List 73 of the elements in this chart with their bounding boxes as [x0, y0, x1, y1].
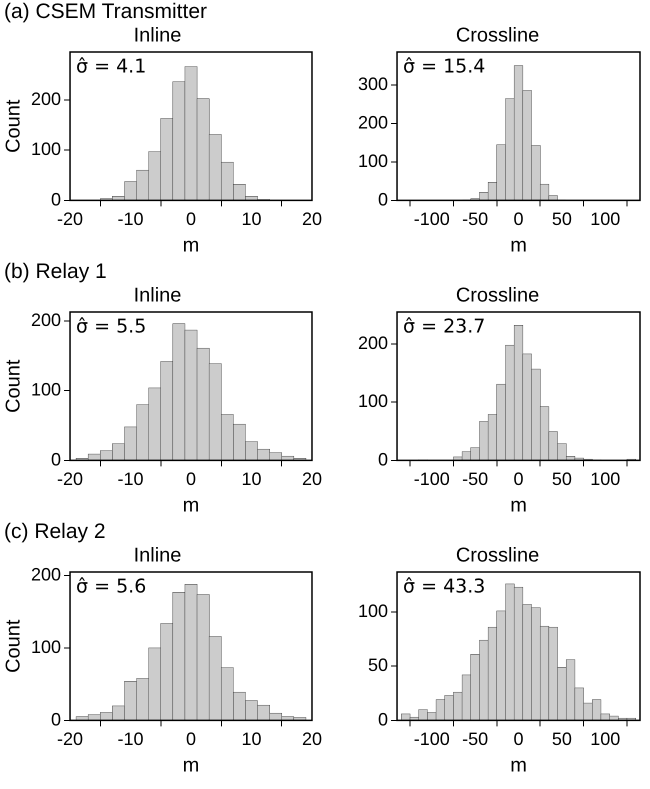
x-tick-label: 10: [241, 209, 262, 230]
annotation: σ̂ = 5.6: [76, 575, 146, 598]
chart-title: Crossline: [456, 544, 540, 567]
x-tick-label: 10: [241, 729, 262, 750]
chart-title: Inline: [134, 24, 182, 47]
x-tick-label: -20: [57, 469, 84, 490]
chart-title: Inline: [134, 544, 182, 567]
y-tick-label: 200: [30, 310, 62, 330]
x-tick-label: 0: [186, 209, 196, 230]
annotation: σ̂ = 43.3: [403, 575, 486, 598]
y-tick-label: 50: [368, 655, 388, 676]
x-tick-label: 20: [302, 209, 322, 230]
x-tick-label: 0: [186, 729, 196, 750]
x-axis-title: m: [510, 234, 527, 257]
x-tick-label: 100: [590, 209, 620, 230]
x-tick-label: 0: [186, 469, 196, 490]
x-tick-label: 20: [302, 469, 322, 490]
chart-subtitle: (c) Relay 2: [4, 520, 106, 544]
x-tick-label: -20: [57, 209, 84, 230]
x-axis-title: m: [182, 494, 200, 517]
y-tick-label: 200: [358, 332, 388, 353]
y-tick-label: 200: [30, 88, 62, 109]
y-tick-label: 200: [30, 564, 62, 585]
y-tick-label: 100: [30, 636, 62, 657]
x-axis-title: m: [510, 494, 527, 517]
y-tick-label: 0: [378, 449, 388, 470]
y-tick-label: 100: [358, 391, 388, 412]
x-tick-label: -100: [414, 729, 450, 750]
x-tick-label: -50: [462, 209, 488, 230]
x-tick-label: 0: [514, 729, 524, 750]
x-tick-label: -100: [414, 209, 450, 230]
annotation: σ̂ = 4.1: [76, 55, 146, 78]
y-axis-title: Count: [2, 359, 25, 413]
y-tick-label: 0: [378, 189, 388, 210]
x-tick-label: 20: [302, 729, 322, 750]
y-tick-label: 0: [51, 189, 62, 210]
x-tick-label: -10: [118, 209, 144, 230]
x-tick-label: -50: [462, 469, 488, 490]
x-tick-label: 50: [552, 209, 572, 230]
annotation: σ̂ = 23.7: [403, 315, 486, 338]
chart-subtitle: (a) CSEM Transmitter: [4, 0, 208, 24]
y-tick-label: 100: [30, 139, 62, 160]
chart-title: Crossline: [456, 24, 540, 47]
y-tick-label: 0: [378, 709, 388, 730]
x-tick-label: 50: [552, 729, 572, 750]
chart-title: Inline: [134, 284, 182, 307]
y-tick-label: 100: [358, 150, 388, 171]
x-tick-label: -100: [414, 469, 450, 490]
y-tick-label: 0: [51, 709, 62, 730]
x-tick-label: 0: [514, 469, 524, 490]
x-tick-label: 10: [241, 469, 262, 490]
x-axis-title: m: [182, 754, 200, 777]
y-axis-title: Count: [2, 619, 25, 673]
x-tick-label: 50: [552, 469, 572, 490]
y-tick-label: 100: [30, 380, 62, 400]
chart-subtitle: (b) Relay 1: [4, 260, 107, 284]
y-axis-title: Count: [2, 99, 25, 153]
x-tick-label: -20: [57, 729, 84, 750]
y-tick-label: 100: [358, 601, 388, 622]
x-tick-label: 0: [514, 209, 524, 230]
y-tick-label: 200: [358, 112, 388, 132]
x-tick-label: -50: [462, 729, 488, 750]
annotation: σ̂ = 15.4: [403, 55, 486, 78]
y-tick-label: 0: [51, 449, 62, 470]
annotation: σ̂ = 5.5: [76, 315, 146, 338]
x-tick-label: -10: [118, 469, 144, 490]
chart-title: Crossline: [456, 284, 540, 307]
x-tick-label: 100: [590, 729, 620, 750]
x-tick-label: 100: [590, 469, 620, 490]
x-tick-label: -10: [118, 729, 144, 750]
x-axis-title: m: [510, 754, 527, 777]
x-axis-title: m: [182, 234, 200, 257]
y-tick-label: 300: [358, 74, 388, 94]
